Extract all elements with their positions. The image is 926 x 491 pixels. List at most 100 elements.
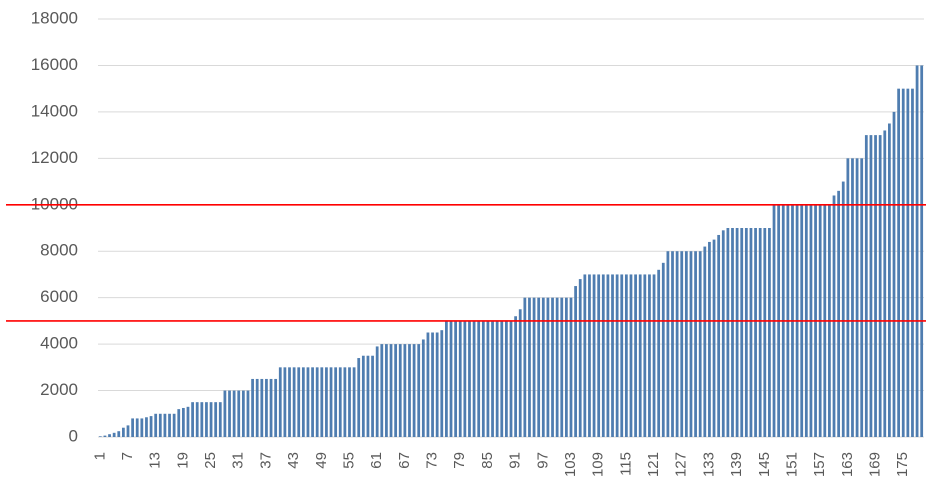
bar: [481, 320, 485, 437]
bar: [906, 88, 910, 438]
bar: [228, 390, 231, 437]
bar: [629, 274, 633, 437]
bar: [463, 320, 467, 437]
bar: [431, 332, 434, 437]
bar: [597, 274, 601, 437]
bar: [878, 135, 882, 437]
bar: [385, 344, 388, 437]
x-tick-label: 115: [617, 452, 634, 476]
y-tick-label: 2000: [40, 380, 78, 399]
x-tick-label: 175: [894, 452, 911, 477]
x-tick-label: 73: [424, 452, 441, 469]
bar: [555, 297, 559, 437]
bar: [606, 274, 610, 437]
bar: [694, 251, 697, 437]
bar: [652, 274, 656, 437]
bar: [634, 274, 637, 437]
bar: [315, 367, 319, 437]
bar: [726, 228, 730, 437]
x-tick-label: 139: [728, 452, 745, 477]
x-tick-label: 85: [479, 452, 496, 469]
x-tick-label: 13: [147, 452, 164, 469]
y-tick-label: 16000: [31, 55, 78, 74]
bar: [412, 344, 416, 437]
bar: [920, 65, 924, 437]
bar: [735, 228, 739, 437]
bar: [564, 297, 568, 437]
bar: [361, 355, 365, 437]
bar: [514, 316, 517, 437]
bar: [112, 432, 116, 437]
x-tick-label: 43: [285, 452, 302, 469]
bar: [583, 274, 587, 437]
bar: [334, 367, 338, 437]
bar: [472, 320, 476, 437]
bar: [135, 418, 139, 437]
bar: [375, 346, 379, 437]
bar: [546, 297, 550, 437]
bar: [292, 367, 296, 437]
bar: [601, 274, 605, 437]
bar: [389, 344, 393, 437]
x-tick-label: 157: [811, 452, 828, 477]
bar: [186, 406, 190, 437]
y-tick-label: 18000: [31, 8, 78, 27]
bar: [403, 344, 407, 437]
bar: [131, 418, 134, 437]
bar: [214, 402, 218, 437]
x-tick-label: 19: [174, 452, 191, 469]
bar: [145, 417, 148, 437]
bar: [855, 158, 859, 438]
bar: [108, 434, 111, 437]
bar: [592, 274, 596, 437]
bar: [103, 435, 107, 437]
bar: [768, 228, 771, 437]
bar: [445, 320, 448, 437]
bar: [177, 409, 181, 437]
bar: [638, 274, 642, 437]
bar: [666, 251, 670, 437]
x-tick-label: 151: [783, 452, 800, 477]
bar: [191, 402, 194, 437]
bar: [832, 195, 836, 437]
x-tick-label: 133: [700, 452, 717, 477]
bar: [615, 274, 619, 437]
bar: [320, 367, 324, 437]
bar: [458, 320, 462, 437]
bar: [500, 320, 504, 437]
bar: [883, 130, 887, 437]
bar: [698, 251, 702, 437]
x-tick-label: 67: [396, 452, 413, 469]
bar: [288, 367, 291, 437]
bar: [740, 228, 744, 437]
bar: [255, 378, 259, 437]
bar: [274, 378, 278, 437]
bar: [440, 330, 444, 437]
bar: [421, 339, 425, 437]
bar: [468, 320, 471, 437]
bar: [551, 297, 554, 437]
bar: [426, 332, 430, 437]
bar: [541, 297, 545, 437]
bar: [846, 158, 850, 438]
bar: [126, 425, 130, 437]
bar: [574, 286, 577, 437]
x-tick-label: 97: [534, 452, 551, 469]
bar: [505, 320, 508, 437]
bar: [911, 88, 914, 438]
bar: [297, 367, 301, 437]
bar: [874, 135, 877, 437]
bar: [495, 320, 499, 437]
x-tick-label: 169: [867, 452, 884, 477]
bar: [703, 246, 707, 437]
bar: [731, 228, 734, 437]
bar: [532, 297, 536, 437]
bar: [675, 251, 679, 437]
bar: [181, 407, 185, 437]
bar: [841, 181, 845, 437]
y-tick-label: 4000: [40, 334, 78, 353]
bar: [888, 123, 891, 437]
x-tick-label: 7: [119, 452, 136, 460]
bar: [671, 251, 674, 437]
